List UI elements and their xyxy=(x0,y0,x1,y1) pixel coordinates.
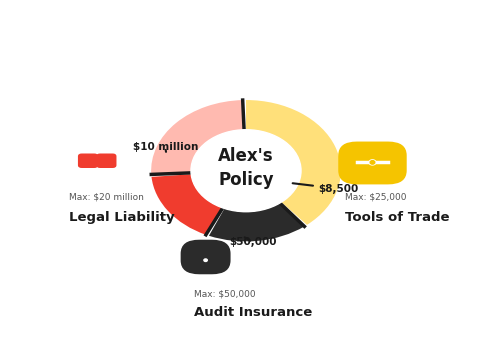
Polygon shape xyxy=(193,258,216,262)
Text: $50,000: $50,000 xyxy=(229,237,276,247)
Circle shape xyxy=(191,130,301,212)
Circle shape xyxy=(369,160,376,165)
Text: Max: $25,000: Max: $25,000 xyxy=(345,193,406,202)
Text: Tools of Trade: Tools of Trade xyxy=(345,211,449,224)
Text: Max: $20 million: Max: $20 million xyxy=(69,193,144,202)
FancyBboxPatch shape xyxy=(96,153,117,168)
Circle shape xyxy=(201,248,212,256)
Text: Legal Liability: Legal Liability xyxy=(69,211,175,224)
Circle shape xyxy=(81,155,89,161)
Circle shape xyxy=(204,259,207,261)
FancyBboxPatch shape xyxy=(338,141,407,184)
Text: $8,500: $8,500 xyxy=(293,183,359,194)
FancyBboxPatch shape xyxy=(180,240,230,274)
FancyBboxPatch shape xyxy=(359,147,386,162)
Circle shape xyxy=(370,161,375,164)
Text: Alex's
Policy: Alex's Policy xyxy=(218,147,274,189)
FancyBboxPatch shape xyxy=(90,154,105,165)
Text: Max: $50,000: Max: $50,000 xyxy=(194,290,255,299)
Wedge shape xyxy=(152,174,223,235)
Wedge shape xyxy=(209,203,304,242)
Text: $10 million: $10 million xyxy=(132,142,198,152)
Wedge shape xyxy=(151,100,244,174)
Circle shape xyxy=(102,155,110,161)
Wedge shape xyxy=(246,100,341,225)
FancyBboxPatch shape xyxy=(78,153,98,168)
Text: Audit Insurance: Audit Insurance xyxy=(194,306,312,319)
